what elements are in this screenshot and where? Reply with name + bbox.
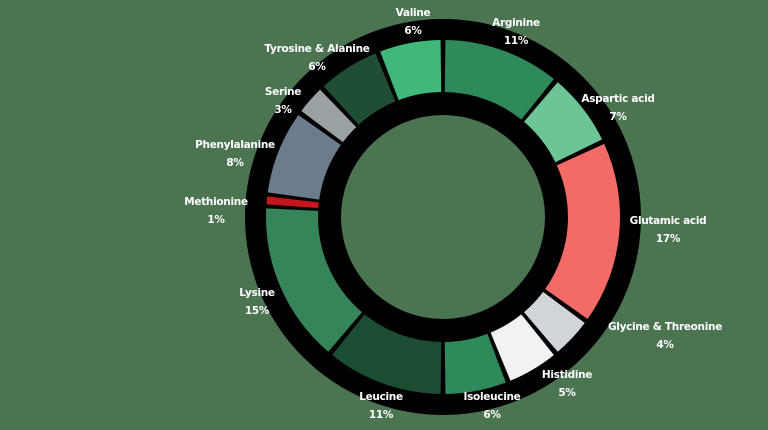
segment-isoleucine <box>444 333 506 394</box>
label-value: 11% <box>368 409 394 421</box>
label-histidine: Histidine 5% <box>541 366 593 402</box>
label-value: 15% <box>244 305 270 317</box>
label-name: Glycine & Threonine <box>607 321 723 333</box>
label-serine: Serine 3% <box>264 83 302 119</box>
label-value: 5% <box>558 387 576 399</box>
label-aspartic-acid: Aspartic acid 7% <box>581 90 654 126</box>
label-name: Glutamic acid <box>629 215 707 227</box>
segment-histidine <box>490 314 554 381</box>
label-value: 11% <box>503 35 529 47</box>
segment-valine <box>380 40 442 101</box>
label-name: Isoleucine <box>463 391 521 403</box>
label-name: Phenylalanine <box>195 139 275 151</box>
segment-leucine <box>332 314 442 394</box>
donut-segments <box>266 40 620 394</box>
segment-tyrosine-alanine <box>323 53 396 125</box>
label-value: 6% <box>404 25 422 37</box>
label-phenylalanine: Phenylalanine 8% <box>195 136 275 172</box>
label-name: Valine <box>395 7 431 19</box>
label-name: Methionine <box>184 196 248 208</box>
label-name: Histidine <box>541 369 593 381</box>
label-name: Tyrosine & Alanine <box>264 43 370 55</box>
label-name: Lysine <box>239 287 275 299</box>
label-name: Leucine <box>359 391 403 403</box>
segment-lysine <box>266 208 362 352</box>
label-glutamic-acid: Glutamic acid 17% <box>630 212 707 248</box>
label-arginine: Arginine 11% <box>492 14 540 50</box>
label-leucine: Leucine 11% <box>359 388 403 424</box>
label-value: 6% <box>483 409 501 421</box>
label-value: 3% <box>274 104 292 116</box>
label-methionine: Methionine 1% <box>184 193 248 229</box>
label-tyrosine-alanine: Tyrosine & Alanine 6% <box>264 40 369 76</box>
label-value: 8% <box>226 157 244 169</box>
segment-arginine <box>444 40 554 120</box>
label-valine: Valine 6% <box>396 4 431 40</box>
label-value: 1% <box>207 214 225 226</box>
label-name: Aspartic acid <box>581 93 655 105</box>
label-value: 6% <box>308 61 326 73</box>
label-value: 4% <box>656 339 674 351</box>
label-name: Arginine <box>492 17 540 29</box>
label-isoleucine: Isoleucine 6% <box>464 388 521 424</box>
label-glycine-threonine: Glycine & Threonine 4% <box>608 318 722 354</box>
label-value: 7% <box>609 111 627 123</box>
segment-methionine <box>266 196 319 209</box>
segment-aspartic-acid <box>524 82 603 163</box>
segment-glycine-threonine <box>524 291 585 352</box>
segment-phenylalanine <box>267 114 341 200</box>
segment-glutamic-acid <box>545 143 620 320</box>
label-lysine: Lysine 15% <box>239 284 275 320</box>
label-value: 17% <box>655 233 681 245</box>
segment-serine <box>301 89 357 143</box>
label-name: Serine <box>264 86 302 98</box>
